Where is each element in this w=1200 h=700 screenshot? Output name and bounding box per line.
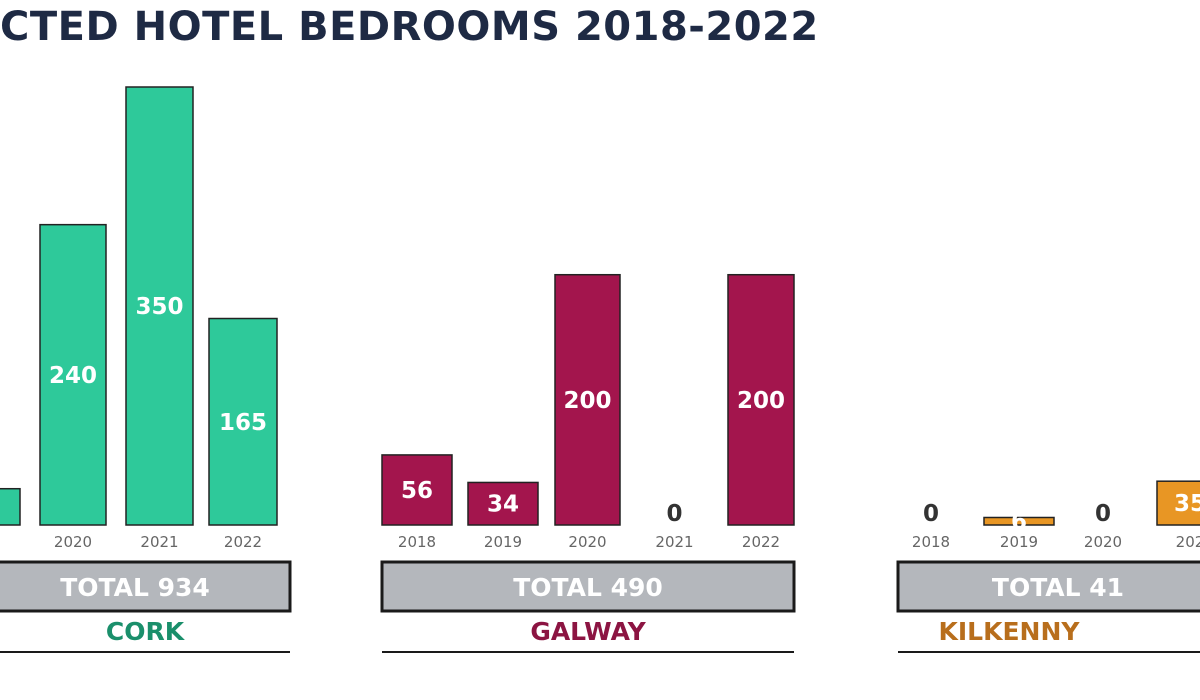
galway-bar-2020: [554, 273, 621, 526]
kilkenny-year-label-2018: 2018: [912, 533, 950, 551]
kilkenny-year-label-202: 202: [1176, 533, 1200, 551]
cork-city-label: CORK: [106, 617, 186, 646]
galway-bar-2018: [381, 454, 453, 526]
galway-bar-2022: [727, 273, 795, 526]
cork-year-label-2020: 2020: [54, 533, 92, 551]
kilkenny-total-label: TOTAL 41: [992, 573, 1124, 602]
galway-year-label-2018: 2018: [398, 533, 436, 551]
cork-year-label-2021: 2021: [140, 533, 178, 551]
cork-value-label-2020: 240: [49, 363, 97, 389]
galway-value-label-2019: 34: [487, 492, 519, 518]
kilkenny-bar-2019: [983, 516, 1055, 526]
cork-value-label-2022: 165: [219, 410, 267, 436]
cork-value-label-2021: 350: [135, 294, 183, 320]
galway-year-label-2022: 2022: [742, 533, 780, 551]
kilkenny-bar-202: [1156, 480, 1200, 526]
kilkenny-value-label-2020: 0: [1095, 501, 1111, 527]
cork-year-label-2022: 2022: [224, 533, 262, 551]
galway-value-label-2020: 200: [563, 388, 611, 414]
kilkenny-city-label: KILKENNY: [938, 617, 1080, 646]
kilkenny-total-box: [896, 560, 1200, 613]
galway-value-label-2021: 0: [666, 501, 682, 527]
cork-bar-2022: [208, 317, 278, 526]
galway-value-label-2018: 56: [401, 478, 433, 504]
cork-bar-2020: [39, 223, 107, 526]
cork-total-box: [0, 560, 292, 613]
galway-value-label-2022: 200: [737, 388, 785, 414]
galway-year-label-2021: 2021: [655, 533, 693, 551]
cork-bar-9: [0, 487, 21, 526]
chart-title: CTED HOTEL BEDROOMS 2018-2022: [0, 4, 819, 50]
galway-total-label: TOTAL 490: [513, 573, 663, 602]
kilkenny-year-label-2020: 2020: [1084, 533, 1122, 551]
galway-city-label: GALWAY: [530, 617, 646, 646]
galway-year-label-2020: 2020: [568, 533, 606, 551]
kilkenny-value-label-2018: 0: [923, 501, 939, 527]
galway-year-label-2019: 2019: [484, 533, 522, 551]
kilkenny-value-label-202: 35: [1174, 491, 1200, 517]
cork-bar-2021: [125, 86, 194, 526]
kilkenny-year-label-2019: 2019: [1000, 533, 1038, 551]
galway-bar-2019: [467, 481, 539, 526]
kilkenny-value-label-2019: 6: [1011, 509, 1027, 535]
galway-total-box: [380, 560, 796, 613]
cork-total-label: TOTAL 934: [60, 573, 210, 602]
